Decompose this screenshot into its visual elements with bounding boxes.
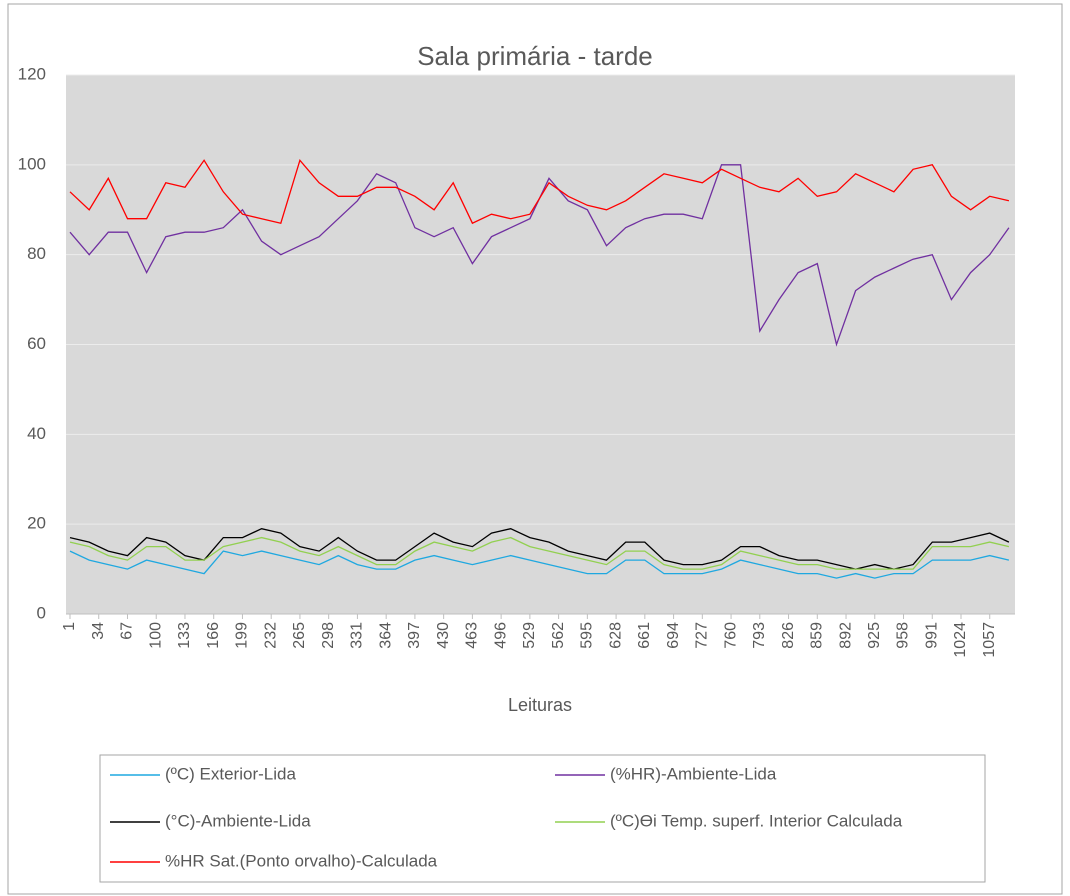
x-axis-title: Leituras: [508, 695, 572, 715]
x-tick-label: 166: [205, 622, 222, 649]
x-tick-label: 199: [234, 622, 251, 649]
x-tick-label: 100: [147, 622, 164, 649]
chart-title: Sala primária - tarde: [417, 41, 653, 71]
x-tick-label: 760: [722, 622, 739, 649]
x-tick-label: 67: [119, 622, 136, 640]
x-tick-label: 595: [579, 622, 596, 649]
y-tick-label: 120: [18, 64, 46, 83]
x-tick-label: 958: [895, 622, 912, 649]
x-tick-label: 1057: [981, 622, 998, 658]
x-tick-label: 463: [464, 622, 481, 649]
x-tick-label: 925: [866, 622, 883, 649]
x-tick-label: 628: [607, 622, 624, 649]
x-tick-label: 1024: [952, 622, 969, 658]
x-tick-label: 265: [291, 622, 308, 649]
x-tick-label: 694: [665, 622, 682, 649]
x-tick-label: 34: [90, 622, 107, 640]
series-line: [69, 528, 1010, 570]
x-tick-label: 727: [694, 622, 711, 649]
y-tick-label: 80: [27, 244, 46, 263]
legend-label: %HR Sat.(Ponto orvalho)-Calculada: [165, 851, 438, 870]
y-tick-label: 0: [37, 603, 46, 622]
series-line: [69, 158, 1010, 225]
x-tick-label: 397: [406, 622, 423, 649]
x-tick-label: 793: [751, 622, 768, 649]
legend-label: (ºC) Exterior-Lida: [165, 764, 296, 783]
x-tick-label: 232: [262, 622, 279, 649]
x-tick-label: 991: [923, 622, 940, 649]
legend-label: (%HR)-Ambiente-Lida: [610, 764, 777, 783]
y-tick-label: 100: [18, 154, 46, 173]
x-tick-label: 661: [636, 622, 653, 649]
x-tick-label: 298: [320, 622, 337, 649]
y-tick-label: 20: [27, 514, 46, 533]
x-tick-label: 331: [349, 622, 366, 649]
y-tick-label: 60: [27, 334, 46, 353]
x-tick-label: 859: [809, 622, 826, 649]
x-tick-label: 430: [435, 622, 452, 649]
series-line: [69, 536, 1010, 570]
series-line: [69, 550, 1010, 579]
legend-label: (ºC)Өi Temp. superf. Interior Calculada: [610, 811, 903, 830]
x-tick-label: 364: [377, 622, 394, 649]
x-tick-label: 1: [61, 622, 78, 631]
x-tick-label: 562: [550, 622, 567, 649]
legend: [99, 754, 986, 883]
x-tick-label: 133: [176, 622, 193, 649]
y-tick-label: 40: [27, 424, 46, 443]
legend-label: (°C)-Ambiente-Lida: [165, 811, 311, 830]
x-tick-label: 892: [837, 622, 854, 649]
x-tick-label: 529: [521, 622, 538, 649]
x-tick-label: 496: [492, 622, 509, 649]
x-tick-label: 826: [780, 622, 797, 649]
